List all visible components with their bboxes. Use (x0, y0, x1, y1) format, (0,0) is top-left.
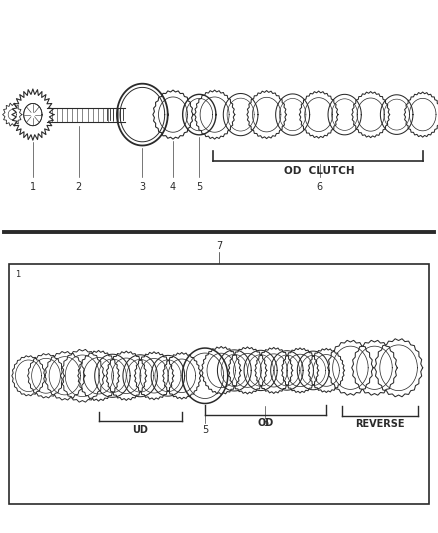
Text: OD  CLUTCH: OD CLUTCH (284, 166, 355, 176)
Text: 6: 6 (317, 182, 323, 192)
Text: REVERSE: REVERSE (355, 419, 405, 429)
Text: 7: 7 (216, 240, 222, 251)
Text: 1: 1 (30, 182, 36, 192)
Text: 5: 5 (202, 424, 208, 434)
Text: 2: 2 (76, 182, 82, 192)
Bar (9, 264, 429, 504)
Text: 5: 5 (196, 182, 202, 192)
Text: 1: 1 (15, 270, 21, 279)
Text: 4: 4 (170, 182, 176, 192)
Text: 6: 6 (262, 418, 268, 428)
Text: UD: UD (132, 424, 148, 434)
Text: 3: 3 (139, 182, 145, 192)
Text: OD: OD (258, 418, 274, 428)
